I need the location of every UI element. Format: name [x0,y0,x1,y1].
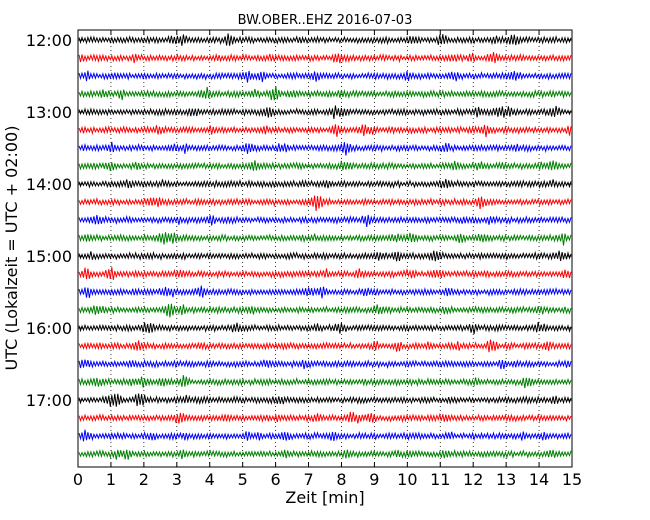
seismogram-trace [78,178,572,190]
x-tick-label: 8 [336,470,346,489]
seismogram-trace [78,321,572,335]
x-axis-label: Zeit [min] [285,488,364,507]
y-tick-labels: 12:00 13:00 14:00 15:00 16:00 17:00 [26,31,72,410]
seismogram-trace [78,86,572,101]
seismogram-trace [78,250,572,262]
seismogram-trace [78,52,572,64]
x-tick-label: 9 [369,470,379,489]
axis-ticks [77,30,573,467]
y-tick-label: 13:00 [26,103,72,122]
seismogram-trace [78,160,572,172]
plot-frame [77,29,573,468]
x-tick-label: 13 [496,470,516,489]
y-tick-label: 15:00 [26,247,72,266]
seismogram-trace [78,105,572,119]
seismogram-trace [78,339,572,353]
x-tick-label: 15 [562,470,582,489]
y-tick-label: 14:00 [26,175,72,194]
y-tick-label: 16:00 [26,319,72,338]
seismogram-trace [78,285,572,299]
y-axis-label: UTC (Lokalzeit = UTC + 02:00) [2,126,21,371]
chart-title: BW.OBER..EHZ 2016-07-03 [238,13,413,28]
seismogram-trace [78,375,572,389]
seismogram-trace [78,124,572,138]
x-tick-label: 7 [303,470,313,489]
x-tick-label: 2 [139,470,149,489]
x-tick-labels: 0 1 2 3 4 5 6 7 8 9 10 11 12 13 14 15 [73,470,582,489]
seismogram-trace [78,141,572,156]
seismogram-trace [78,303,572,318]
seismogram-trace [78,393,572,407]
x-tick-label: 14 [529,470,549,489]
seismogram-trace [78,232,572,246]
x-tick-label: 6 [271,470,281,489]
seismogram-trace [78,33,572,46]
x-tick-label: 1 [106,470,116,489]
x-tick-label: 11 [430,470,450,489]
traces [78,33,572,460]
seismogram-trace [78,448,572,460]
seismogram-trace [78,195,572,212]
seismogram-trace [78,411,572,424]
seismogram-trace [78,70,572,83]
y-tick-label: 17:00 [26,391,72,410]
x-tick-label: 3 [172,470,182,489]
x-tick-label: 4 [205,470,215,489]
seismogram-trace [78,267,572,280]
grid-lines [110,30,540,467]
seismogram-trace [78,214,572,227]
x-tick-label: 10 [397,470,417,489]
x-tick-label: 12 [463,470,483,489]
seismogram-trace [78,429,572,442]
x-tick-label: 0 [73,470,83,489]
y-tick-label: 12:00 [26,31,72,50]
x-tick-label: 5 [238,470,248,489]
seismogram-trace [78,358,572,370]
